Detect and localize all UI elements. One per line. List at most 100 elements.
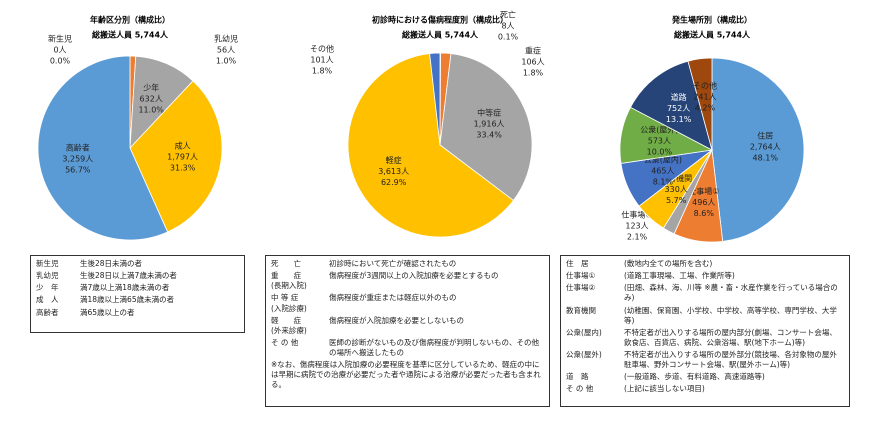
term-text: 軽 症: [271, 315, 301, 325]
definition-row: 仕事場① (道路工事現場、工場、作業所等): [566, 271, 844, 281]
pie-slice: [429, 52, 441, 146]
slice-label: 住居: [757, 130, 773, 140]
definition-text: 傷病程度が重症または軽症以外のもの: [329, 293, 457, 303]
term-text: そ の 他: [566, 384, 594, 394]
term-text: 公衆(屋内): [566, 327, 602, 337]
definition-term: 高齢者: [36, 308, 74, 318]
slice-percent: 56.7%: [65, 166, 91, 175]
definition-term: 軽 症 (外来診療): [271, 316, 323, 336]
term-text: 乳幼児: [36, 271, 59, 281]
definition-term: 乳幼児: [36, 271, 74, 281]
term-text: 道 路: [566, 372, 589, 382]
definition-term: 教育機関: [566, 306, 618, 326]
charts: 年齢区分別（構成比） 総搬送人員 5,744人 新生児 0人 0.0% 乳幼児 56人 1.0…: [37, 10, 805, 243]
definition-row: 教育機関 (幼稚園、保育園、小学校、中学校、高等学校、専門学校、大学等): [566, 306, 844, 326]
slice-count: 101人: [310, 56, 333, 65]
definition-text: (幼稚園、保育園、小学校、中学校、高等学校、専門学校、大学等): [624, 305, 837, 325]
slice-count: 330人: [665, 185, 688, 194]
definition-text: (上記に該当しない項目): [624, 384, 705, 394]
chart-subtitle: 総搬送人員 5,744人: [402, 30, 479, 40]
slice-label: 乳幼児: [214, 34, 238, 44]
definition-text: 不特定者が出入りする場所の屋内部分(劇場、コンサート会場、飲食店、百貨店、病院、…: [624, 327, 837, 347]
term-sub: (外来診療): [271, 325, 307, 335]
definition-term: 住 居: [566, 259, 618, 269]
term-sub: (長期入院): [271, 281, 307, 291]
definition-row: そ の 他 医師の診断がないもの及び傷病程度が判明しないもの、その他の場所へ搬送し…: [271, 338, 544, 358]
term-text: 住 居: [566, 259, 589, 268]
definition-text: 傷病程度が3週間以上の入院加療を必要とするもの: [329, 271, 499, 281]
definition-row: 高齢者 満65歳以上の者: [36, 308, 239, 318]
slice-label: 仕事場②: [621, 210, 652, 220]
slice-count: 3,259人: [62, 155, 93, 164]
slice-percent: 10.0%: [647, 148, 673, 157]
slice-count: 0人: [53, 46, 66, 55]
slice-label: その他: [693, 81, 717, 91]
definition-text: 満65歳以上の者: [80, 307, 135, 317]
pie-slice: [687, 57, 713, 151]
term-text: 死 亡: [271, 259, 301, 268]
chart-subtitle: 総搬送人員 5,744人: [674, 30, 751, 40]
definition-term: 死 亡: [271, 259, 323, 269]
slice-percent: 11.0%: [138, 106, 164, 115]
definition-row: 死 亡 初診時において死亡が確認されたもの: [271, 259, 544, 269]
slice-percent: 0.0%: [50, 57, 71, 66]
slice-count: 56人: [217, 46, 235, 55]
definition-text: (一般道路、歩道、有料道路、高速道路等): [624, 372, 765, 382]
pie-slice: [629, 60, 713, 151]
slice-label: 成人: [175, 140, 191, 150]
slice-label: 道路: [671, 92, 687, 102]
definition-row: 公衆(屋内) 不特定者が出入りする場所の屋内部分(劇場、コンサート会場、飲食店、百…: [566, 328, 844, 348]
definition-text: 医師の診断がないもの及び傷病程度が判明しないもの、その他の場所へ搬送したもの: [329, 337, 539, 357]
slice-count: 241人: [693, 93, 716, 102]
pie-slice: [439, 53, 533, 202]
definition-row: 乳幼児 生後28日以上満7歳未満の者: [36, 271, 239, 281]
definition-term: 公衆(屋外): [566, 350, 618, 370]
slice-percent: 13.1%: [666, 115, 692, 124]
slice-label: 重症: [525, 46, 541, 56]
definition-term: 中 等 症 (入院診療): [271, 293, 323, 313]
chart-title: 初診時における傷病程度別（構成比）: [372, 15, 508, 25]
slice-count: 465人: [651, 166, 674, 175]
slice-percent: 62.9%: [381, 178, 407, 187]
definition-text: 満7歳以上満18歳未満の者: [80, 283, 170, 293]
term-text: 公衆(屋外): [566, 350, 602, 359]
term-text: 高齢者: [36, 307, 59, 317]
slice-label: 新生児: [48, 34, 72, 44]
slice-count: 3,613人: [378, 167, 409, 176]
term-text: 仕事場②: [566, 283, 596, 293]
slice-label: 公衆(屋内): [644, 154, 682, 164]
definition-row: 軽 症 (外来診療) 傷病程度が入院加療を必要としないもの: [271, 316, 544, 336]
term-sub: (入院診療): [271, 303, 307, 313]
slice-count: 106人: [521, 58, 544, 67]
slice-label: 中等症: [477, 108, 501, 118]
definition-term: 公衆(屋内): [566, 328, 618, 348]
definition-term: 仕事場①: [566, 271, 618, 281]
term-text: 新生児: [36, 259, 59, 268]
slice-percent: 4.2%: [695, 104, 716, 113]
definition-text: 生後28日以上満7歳未満の者: [80, 271, 177, 281]
definition-text: 初診時において死亡が確認されたもの: [329, 259, 457, 268]
definition-row: 重 症 (長期入院) 傷病程度が3週間以上の入院加療を必要とするもの: [271, 271, 544, 291]
definition-row: 新生児 生後28日未満の者: [36, 259, 239, 269]
slice-percent: 8.1%: [653, 177, 674, 186]
slice-count: 752人: [667, 104, 690, 113]
slice-count: 2,764人: [750, 142, 781, 151]
definition-text: 生後28日未満の者: [80, 259, 143, 268]
definition-box: 新生児 生後28日未満の者乳幼児 生後28日以上満7歳未満の者少 年 満7歳以上満18…: [30, 255, 245, 333]
definition-term: 道 路: [566, 372, 618, 382]
definition-term: 少 年: [36, 283, 74, 293]
definition-text: (田畑、森林、海、川等 ※農・畜・水産作業を行っている場合のみ): [624, 283, 838, 303]
definition-row: 公衆(屋外) 不特定者が出入りする場所の屋外部分(競技場、各対象物の屋外駐車場、野…: [566, 350, 844, 370]
definition-note: ※なお、傷病程度は入院加療の必要程度を基準に区分しているため、軽症の中には早期に…: [271, 360, 541, 390]
term-text: そ の 他: [271, 337, 299, 347]
slice-label: 死亡: [500, 10, 516, 20]
slice-count: 632人: [140, 95, 163, 104]
slice-label: 高齢者: [66, 143, 90, 153]
slice-label: 仕事場①: [688, 186, 719, 196]
definition-term: 新生児: [36, 259, 74, 269]
definition-text: 満18歳以上満65歳未満の者: [80, 295, 175, 305]
definition-text: (敷地内全ての場所を含む): [624, 259, 713, 268]
pie-slice: [37, 55, 169, 241]
slice-percent: 5.7%: [666, 196, 687, 205]
